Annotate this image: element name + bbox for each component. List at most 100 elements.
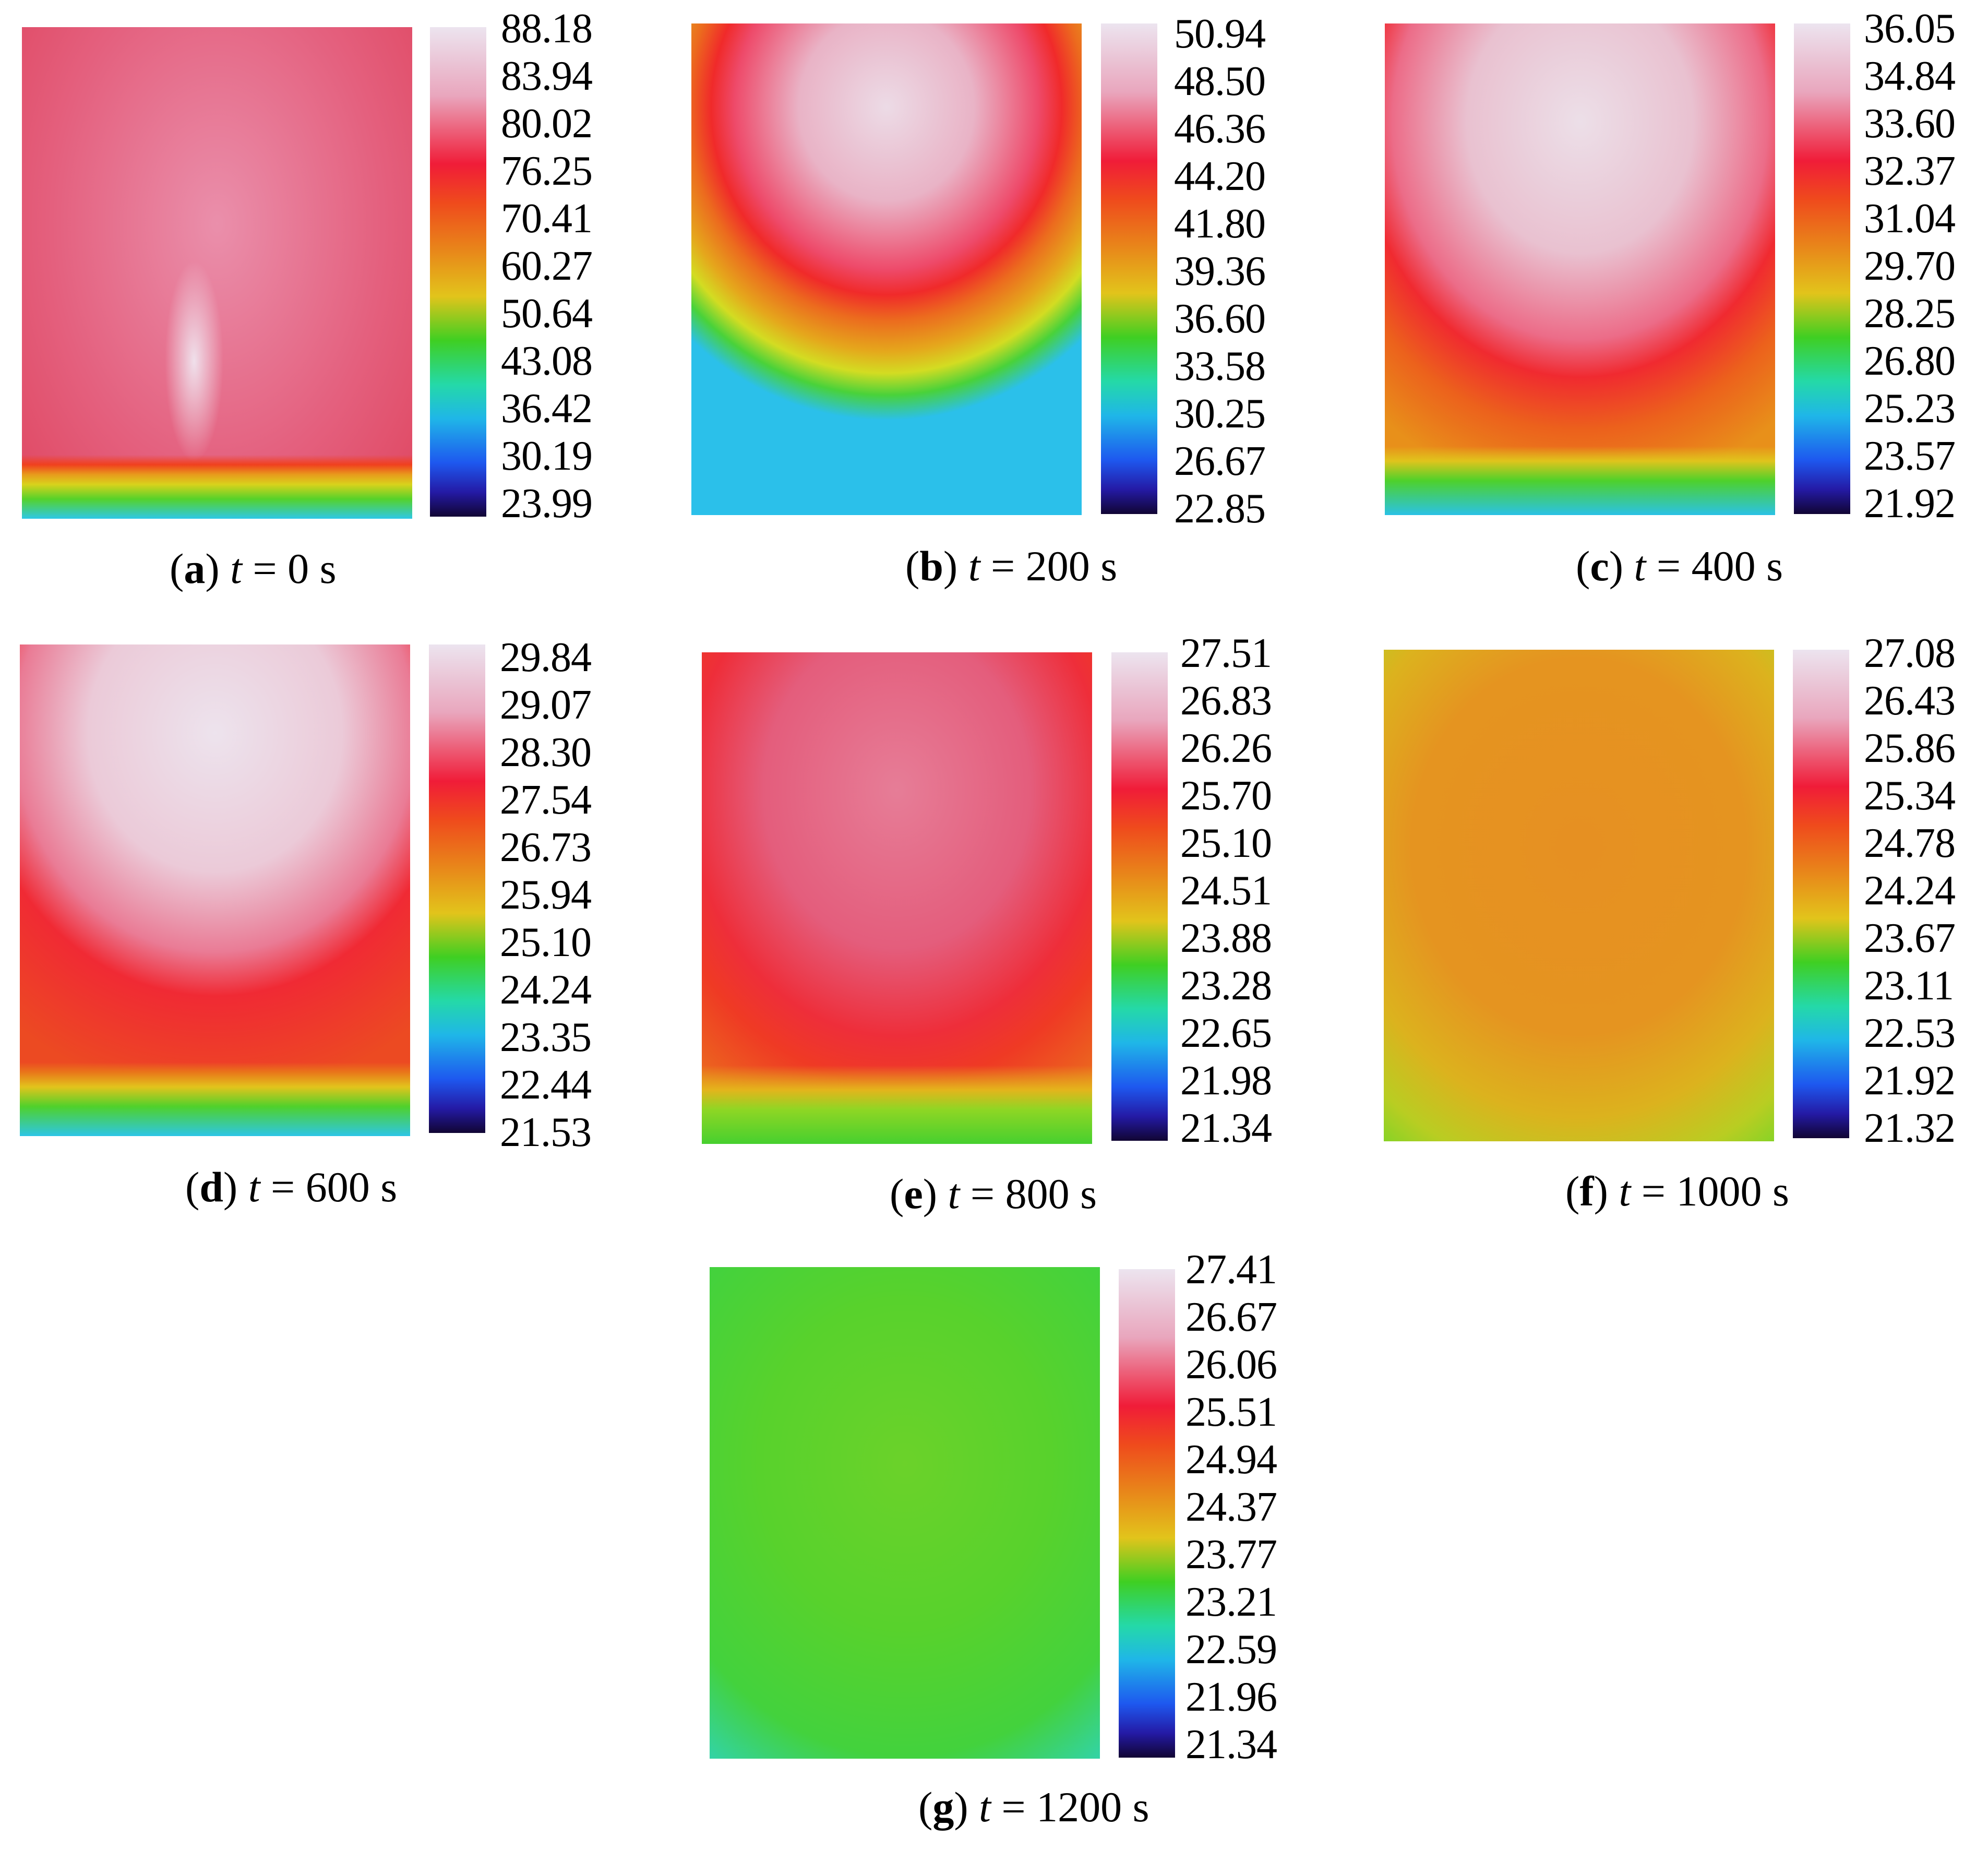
tick-label: 29.84 — [500, 635, 592, 681]
tick-label: 32.37 — [1864, 148, 1956, 194]
tick-label: 70.41 — [501, 196, 593, 242]
tick-label: 23.11 — [1864, 963, 1954, 1009]
colorbar-e — [1111, 652, 1168, 1141]
colorbar-labels-e: 27.51 26.83 26.26 25.70 25.10 24.51 23.8… — [1180, 632, 1272, 1149]
tick-label: 50.94 — [1174, 11, 1266, 57]
tick-label: 28.25 — [1864, 291, 1956, 337]
tick-label: 21.92 — [1864, 481, 1956, 527]
tick-label: 21.34 — [1180, 1105, 1272, 1151]
tick-label: 21.32 — [1864, 1105, 1956, 1151]
tick-label: 60.27 — [501, 243, 593, 289]
tick-label: 23.77 — [1185, 1532, 1277, 1578]
tick-label: 26.83 — [1180, 678, 1272, 724]
tick-label: 23.28 — [1180, 963, 1272, 1009]
tick-label: 25.94 — [500, 872, 592, 918]
tick-label: 24.37 — [1185, 1484, 1277, 1530]
tick-label: 21.34 — [1185, 1722, 1277, 1768]
tick-label: 21.92 — [1864, 1058, 1956, 1104]
tick-label: 29.07 — [500, 682, 592, 728]
tick-label: 24.24 — [1864, 868, 1956, 914]
tick-label: 39.36 — [1174, 248, 1266, 294]
colorbar-a — [430, 27, 486, 517]
caption-g: (g) t = 1200 s — [918, 1783, 1149, 1831]
colorbar-labels-d: 29.84 29.07 28.30 27.54 26.73 25.94 25.1… — [500, 635, 592, 1155]
tick-label: 27.08 — [1864, 630, 1956, 676]
colorbar-labels-a: 88.18 83.94 80.02 76.25 70.41 60.27 50.6… — [501, 8, 593, 527]
tick-label: 26.73 — [500, 825, 592, 870]
tick-label: 23.67 — [1864, 915, 1956, 961]
caption-e: (e) t = 800 s — [890, 1170, 1097, 1218]
tick-label: 24.24 — [500, 967, 592, 1013]
caption-c: (c) t = 400 s — [1576, 542, 1783, 590]
colorbar-labels-b: 50.94 48.50 46.36 44.20 41.80 39.36 36.6… — [1174, 11, 1266, 532]
tick-label: 29.70 — [1864, 243, 1956, 289]
tick-label: 23.57 — [1864, 433, 1956, 479]
tick-label: 76.25 — [501, 148, 593, 194]
thermogram-b — [691, 23, 1082, 515]
colorbar-d — [429, 644, 485, 1133]
tick-label: 26.43 — [1864, 678, 1956, 724]
tick-label: 22.85 — [1174, 486, 1266, 532]
colorbar-labels-f: 27.08 26.43 25.86 25.34 24.78 24.24 23.6… — [1864, 630, 1956, 1151]
tick-label: 22.44 — [500, 1062, 592, 1108]
tick-label: 44.20 — [1174, 153, 1266, 199]
tick-label: 26.67 — [1185, 1294, 1277, 1340]
tick-label: 46.36 — [1174, 106, 1266, 152]
tick-label: 36.60 — [1174, 296, 1266, 342]
tick-label: 24.51 — [1180, 868, 1272, 914]
tick-label: 25.10 — [1180, 820, 1272, 866]
tick-label: 22.59 — [1185, 1627, 1277, 1673]
tick-label: 27.41 — [1185, 1247, 1277, 1293]
tick-label: 27.51 — [1180, 630, 1272, 676]
tick-label: 25.70 — [1180, 773, 1272, 819]
caption-b: (b) t = 200 s — [905, 542, 1118, 590]
tick-label: 21.98 — [1180, 1058, 1272, 1104]
tick-label: 28.30 — [500, 730, 592, 775]
tick-label: 27.54 — [500, 777, 592, 823]
colorbar-f — [1793, 650, 1849, 1138]
tick-label: 22.53 — [1864, 1010, 1956, 1056]
thermogram-e — [702, 652, 1092, 1144]
tick-label: 43.08 — [501, 338, 593, 384]
tick-label: 36.42 — [501, 386, 593, 432]
tick-label: 25.34 — [1864, 773, 1956, 819]
tick-label: 33.60 — [1864, 101, 1956, 147]
thermogram-g — [710, 1267, 1100, 1759]
caption-f: (f) t = 1000 s — [1565, 1167, 1789, 1215]
tick-label: 21.96 — [1185, 1674, 1277, 1720]
tick-label: 23.99 — [501, 481, 593, 527]
tick-label: 25.23 — [1864, 386, 1956, 432]
caption-a: (a) t = 0 s — [170, 545, 337, 592]
colorbar-labels-g: 27.41 26.67 26.06 25.51 24.94 24.37 23.7… — [1185, 1249, 1277, 1765]
tick-label: 31.04 — [1864, 196, 1956, 242]
tick-label: 36.05 — [1864, 6, 1956, 52]
tick-label: 26.67 — [1174, 438, 1266, 484]
tick-label: 24.94 — [1185, 1437, 1277, 1483]
tick-label: 21.53 — [500, 1109, 592, 1155]
caption-d: (d) t = 600 s — [185, 1163, 398, 1211]
tick-label: 26.80 — [1864, 338, 1956, 384]
thermogram-d — [20, 644, 410, 1136]
colorbar-b — [1101, 23, 1157, 514]
tick-label: 23.35 — [500, 1014, 592, 1060]
tick-label: 33.58 — [1174, 343, 1266, 389]
colorbar-labels-c: 36.05 34.84 33.60 32.37 31.04 29.70 28.2… — [1864, 6, 1956, 527]
tick-label: 50.64 — [501, 291, 593, 337]
tick-label: 26.26 — [1180, 725, 1272, 771]
tick-label: 48.50 — [1174, 58, 1266, 104]
tick-label: 34.84 — [1864, 53, 1956, 99]
colorbar-g — [1119, 1269, 1175, 1758]
thermogram-c — [1385, 23, 1775, 515]
tick-label: 83.94 — [501, 53, 593, 99]
tick-label: 80.02 — [501, 101, 593, 147]
tick-label: 22.65 — [1180, 1010, 1272, 1056]
tick-label: 24.78 — [1864, 820, 1956, 866]
tick-label: 30.19 — [501, 433, 593, 479]
tick-label: 26.06 — [1185, 1342, 1277, 1388]
tick-label: 25.86 — [1864, 725, 1956, 771]
tick-label: 23.88 — [1180, 915, 1272, 961]
tick-label: 25.51 — [1185, 1389, 1277, 1435]
colorbar-c — [1794, 23, 1850, 514]
tick-label: 41.80 — [1174, 201, 1266, 247]
thermogram-f — [1384, 650, 1774, 1141]
